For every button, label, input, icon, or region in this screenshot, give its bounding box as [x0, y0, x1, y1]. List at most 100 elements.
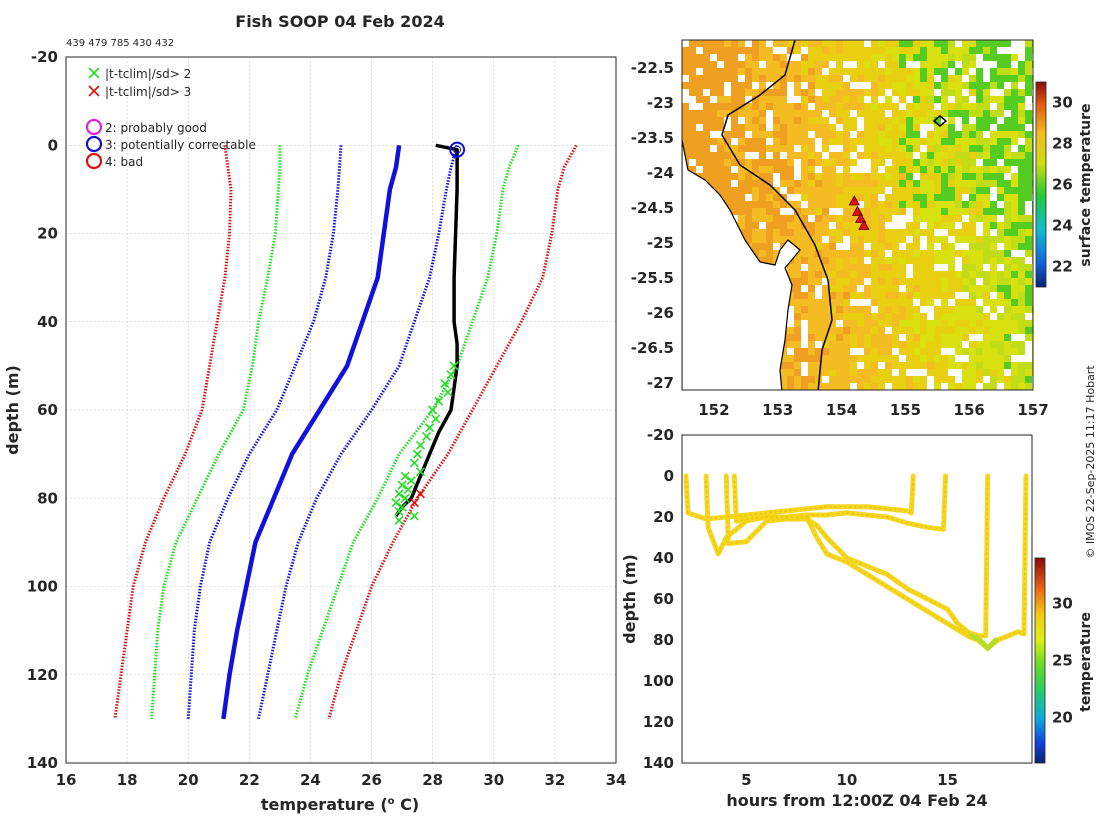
sst-cell [976, 292, 983, 299]
sst-cell [857, 194, 864, 201]
sst-cell [920, 173, 927, 180]
sst-cell [976, 285, 983, 292]
sst-cell [1025, 306, 1032, 313]
sst-cell [878, 180, 885, 187]
sst-cell [864, 341, 871, 348]
sst-cell [850, 278, 857, 285]
sst-cell [948, 152, 955, 159]
sst-cell [738, 187, 745, 194]
sst-cell [1011, 82, 1018, 89]
sst-cell [878, 47, 885, 54]
sst-cell [955, 166, 962, 173]
sst-cell [934, 152, 941, 159]
sst-cell [738, 180, 745, 187]
sst-cell [885, 229, 892, 236]
sst-cell [724, 103, 731, 110]
temperature-colorbar-tick-label: 25 [1052, 652, 1073, 670]
sst-cell [990, 285, 997, 292]
sst-cell [752, 201, 759, 208]
sst-cell [983, 383, 990, 390]
sst-cell [766, 173, 773, 180]
sst-cell [948, 145, 955, 152]
sst-cell [822, 145, 829, 152]
sst-cell [990, 138, 997, 145]
sst-cell [731, 61, 738, 68]
sst-cell [696, 131, 703, 138]
sst-cell [696, 110, 703, 117]
sst-cell [1018, 68, 1025, 75]
sst-cell [948, 201, 955, 208]
sst-cell [822, 54, 829, 61]
sst-cell [871, 299, 878, 306]
sst-cell [899, 159, 906, 166]
sst-cell [710, 166, 717, 173]
sst-cell [752, 187, 759, 194]
sst-cell [913, 89, 920, 96]
sst-cell [920, 159, 927, 166]
sst-cell [850, 306, 857, 313]
sst-cell [864, 229, 871, 236]
sst-cell [906, 159, 913, 166]
sst-cell [1004, 89, 1011, 96]
sst-cell [1011, 383, 1018, 390]
sst-cell [1025, 180, 1032, 187]
sst-cell [843, 159, 850, 166]
y-axis-label: depth (m) [3, 365, 22, 455]
sst-cell [773, 236, 780, 243]
sst-cell [871, 103, 878, 110]
sst-cell [836, 159, 843, 166]
sst-cell [878, 201, 885, 208]
temperature-colorbar-tick-label: 20 [1052, 708, 1073, 726]
sst-cell [836, 278, 843, 285]
sst-cell [934, 110, 941, 117]
sst-cell [703, 131, 710, 138]
sst-cell [969, 362, 976, 369]
sst-cell [913, 201, 920, 208]
sst-cell [1018, 152, 1025, 159]
sst-cell [871, 173, 878, 180]
map-y-tick-label: -25.5 [631, 269, 674, 287]
sst-cell [843, 271, 850, 278]
sst-cell [787, 369, 794, 376]
sst-cell [864, 320, 871, 327]
sst-cell [878, 264, 885, 271]
sst-cell [829, 299, 836, 306]
sst-cell [948, 208, 955, 215]
sst-cell [731, 201, 738, 208]
sst-cell [850, 334, 857, 341]
sst-cell [787, 236, 794, 243]
sst-cell [920, 264, 927, 271]
sst-cell [892, 264, 899, 271]
sst-cell [983, 47, 990, 54]
sst-cell [1011, 159, 1018, 166]
sst-cell [808, 292, 815, 299]
sst-cell [941, 334, 948, 341]
sst-cell [1004, 348, 1011, 355]
flag2-point [400, 471, 410, 481]
sst-cell [738, 145, 745, 152]
sst-cell [1025, 145, 1032, 152]
sst-cell [906, 201, 913, 208]
sst-cell [731, 75, 738, 82]
sst-cell [871, 229, 878, 236]
sst-cell [829, 264, 836, 271]
sst-cell [934, 362, 941, 369]
flag2-point [449, 361, 459, 371]
sst-cell [801, 313, 808, 320]
map-y-tick-label: -26 [647, 304, 674, 322]
sst-cell [941, 320, 948, 327]
sst-cell [871, 292, 878, 299]
sst-cell [1004, 257, 1011, 264]
sst-cell [843, 138, 850, 145]
sst-cell [899, 208, 906, 215]
sst-cell [850, 320, 857, 327]
sst-colorbar-tick-label: 24 [1052, 217, 1073, 235]
sst-cell [801, 292, 808, 299]
sst-cell [934, 348, 941, 355]
sst-cell [948, 117, 955, 124]
sst-cell [920, 320, 927, 327]
sst-cell [892, 292, 899, 299]
chart-title: Fish SOOP 04 Feb 2024 [235, 12, 444, 31]
sst-cell [836, 383, 843, 390]
sst-cell [997, 320, 1004, 327]
